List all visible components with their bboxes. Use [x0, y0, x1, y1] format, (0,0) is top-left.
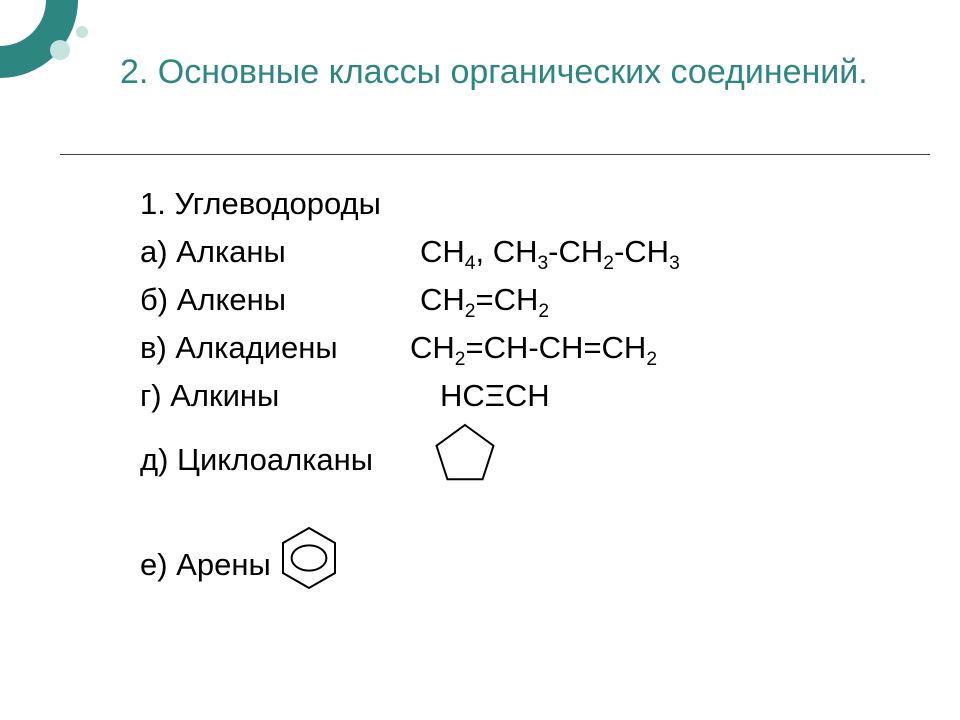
benzene-icon [276, 520, 342, 610]
list-item: е) Арены [140, 520, 920, 610]
slide-body: 1. Углеводороды а) Алканы CH4, CH3-CH2-C… [140, 180, 920, 610]
section-heading: 1. Углеводороды [140, 180, 920, 228]
item-label: д) Циклоалканы [140, 436, 420, 484]
corner-decoration [0, 0, 78, 78]
dot-icon [50, 40, 70, 60]
ring-icon [0, 0, 78, 78]
item-formula: HCΞCH [440, 372, 550, 420]
item-label: а) Алканы [140, 228, 420, 276]
item-formula: CH2=CH-CH=CH2 [410, 324, 657, 372]
item-label: г) Алкины [140, 372, 420, 420]
dot-icon [76, 26, 88, 38]
list-item: д) Циклоалканы [140, 420, 920, 500]
list-item: б) Алкены CH2=CH2 [140, 276, 920, 324]
heading-text: 1. Углеводороды [140, 180, 381, 228]
item-label: в) Алкадиены [140, 324, 420, 372]
title-underline [60, 154, 930, 155]
list-item: а) Алканы CH4, CH3-CH2-CH3 [140, 228, 920, 276]
item-formula: CH4, CH3-CH2-CH3 [420, 228, 680, 276]
list-item: в) Алкадиены CH2=CH-CH=CH2 [140, 324, 920, 372]
item-label: б) Алкены [140, 276, 420, 324]
pentagon-icon [430, 420, 500, 500]
slide-title: 2. Основные классы органических соединен… [120, 50, 920, 94]
list-item: г) Алкины HCΞCH [140, 372, 920, 420]
item-label: е) Арены [140, 541, 270, 589]
slide-content: 2. Основные классы органических соединен… [120, 50, 920, 108]
item-formula: CH2=CH2 [420, 276, 549, 324]
